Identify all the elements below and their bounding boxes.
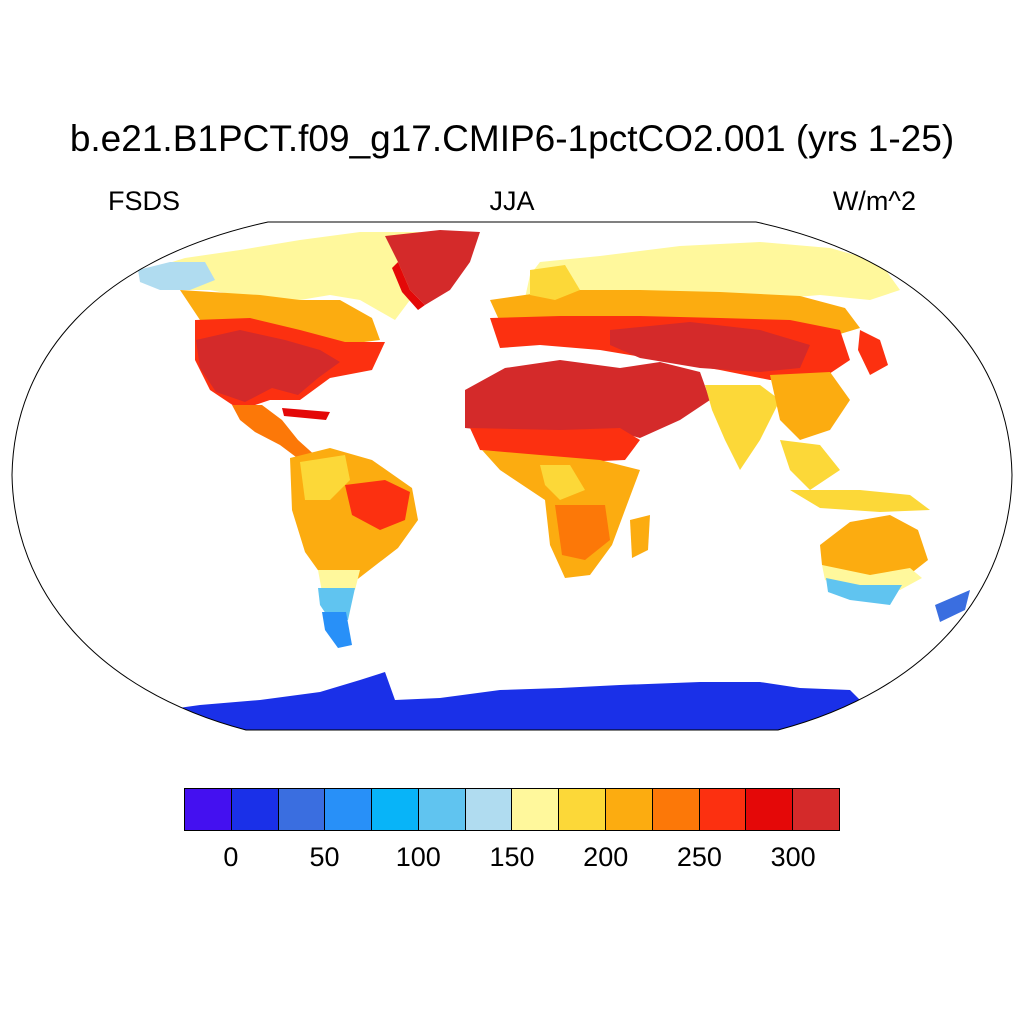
eurasia-orange	[490, 290, 860, 340]
colorbar-box	[325, 789, 373, 830]
china-orange	[770, 372, 850, 440]
colorbar-box	[746, 789, 794, 830]
patagonia-blue	[322, 612, 352, 648]
colorbar	[184, 788, 840, 831]
colorbar-tick-label: 150	[489, 842, 535, 872]
india-yellow	[705, 385, 780, 470]
colorbar-tick-label: 200	[583, 842, 629, 872]
colorbar-tick-label: 100	[395, 842, 441, 872]
australia-orange	[820, 515, 928, 582]
colorbar-box	[699, 789, 747, 830]
central-america	[232, 405, 318, 460]
indonesia	[790, 490, 930, 512]
eurasia-yellow	[525, 242, 900, 300]
greenland-edge	[392, 262, 425, 310]
season-label: JJA	[489, 186, 535, 216]
alaska-lightblue	[138, 262, 215, 290]
colorbar-tick-label: 50	[309, 842, 340, 872]
new-zealand	[935, 590, 970, 622]
projection-outline	[11, 221, 1013, 731]
colorbar-box	[418, 789, 466, 830]
colorbar-box	[231, 789, 279, 830]
colorbar-box	[793, 789, 839, 830]
southern-africa-red	[555, 505, 610, 560]
greenland	[385, 230, 480, 305]
colorbar-box	[465, 789, 513, 830]
scandinavia	[530, 265, 580, 300]
colorbar-box	[559, 789, 607, 830]
land-fields	[138, 230, 970, 730]
madagascar	[630, 515, 650, 558]
antarctica	[150, 672, 880, 730]
colorbar-tick-label: 0	[223, 842, 239, 872]
units-label: W/m^2	[832, 186, 916, 216]
colorbar-tick-label: 250	[676, 842, 722, 872]
brazil-red	[345, 480, 410, 530]
colorbar-box	[185, 789, 232, 830]
colorbar-box	[606, 789, 653, 830]
central-asia-darkred	[610, 322, 810, 372]
colorbar-box	[512, 789, 560, 830]
north-america-yellow	[140, 232, 430, 320]
southeast-asia	[780, 440, 840, 490]
amazon-yellow	[300, 455, 350, 500]
sahara-darkred	[465, 360, 710, 438]
colorbar-box	[278, 789, 326, 830]
united-states-darkred	[196, 330, 340, 402]
colorbar-tick-label: 300	[770, 842, 816, 872]
colorbar-box	[652, 789, 700, 830]
plot-title: b.e21.B1PCT.f09_g17.CMIP6-1pctCO2.001 (y…	[69, 118, 955, 159]
sahel-red	[470, 428, 640, 462]
congo-yellow	[540, 465, 585, 500]
japan	[858, 330, 888, 375]
cuba	[282, 408, 330, 420]
north-america-orange	[180, 290, 380, 345]
variable-label: FSDS	[108, 186, 181, 216]
australia-south-blue	[826, 578, 902, 605]
colorbar-box	[372, 789, 419, 830]
patagonia-yellow	[318, 570, 360, 592]
